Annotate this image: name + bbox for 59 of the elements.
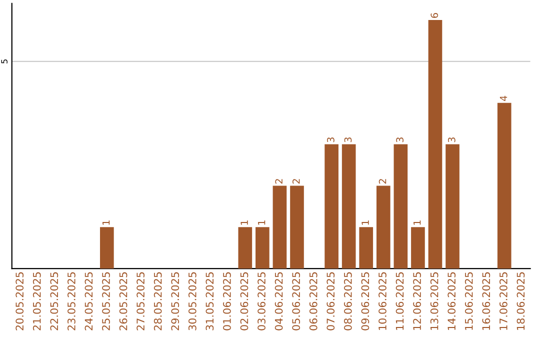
- data-label: 2: [292, 179, 300, 184]
- data-label: 6: [430, 13, 438, 18]
- data-label: 4: [500, 96, 508, 101]
- bar: [342, 144, 356, 269]
- x-tick-label: 24.05.2025: [84, 272, 93, 330]
- x-tick-label: 02.06.2025: [240, 272, 248, 330]
- data-label: 1: [240, 220, 248, 225]
- bar: [238, 227, 252, 269]
- data-label: 3: [396, 137, 404, 142]
- x-tick-label: 05.06.2025: [292, 272, 300, 330]
- x-tick-label: 27.05.2025: [136, 272, 144, 330]
- x-tick-label: 03.06.2025: [258, 272, 266, 330]
- x-tick-label: 29.05.2025: [171, 272, 180, 330]
- x-tick-label: 01.06.2025: [223, 272, 231, 330]
- x-tick-label: 10.06.2025: [378, 272, 386, 330]
- data-label: 1: [102, 220, 110, 225]
- x-tick-label: 17.06.2025: [500, 272, 508, 330]
- x-tick-label: 13.06.2025: [430, 272, 438, 330]
- bar: [446, 144, 460, 269]
- x-tick-label: 22.05.2025: [50, 272, 58, 330]
- x-tick-label: 15.06.2025: [464, 272, 473, 330]
- x-tick-label: 26.05.2025: [119, 272, 128, 330]
- data-label: 3: [344, 137, 352, 142]
- x-tick-label: 08.06.2025: [344, 272, 352, 330]
- data-label: 3: [448, 137, 456, 142]
- x-tick-label: 28.05.2025: [154, 272, 162, 330]
- bar: [324, 144, 338, 269]
- data-label: 2: [275, 179, 282, 184]
- bar: [272, 186, 287, 269]
- x-tick-label: 31.05.2025: [206, 272, 214, 330]
- bar: [359, 227, 374, 269]
- x-tick-label: 16.06.2025: [482, 272, 490, 330]
- bar: [411, 227, 425, 269]
- bar: [497, 102, 512, 269]
- x-tick-label: 12.06.2025: [413, 272, 421, 330]
- x-tick-label: 07.06.2025: [326, 272, 335, 330]
- x-tick-label: 30.05.2025: [188, 272, 196, 330]
- x-tick-label: 23.05.2025: [68, 272, 76, 330]
- y-tick-label: 5: [1, 59, 8, 64]
- x-tick-label: 09.06.2025: [361, 272, 370, 330]
- x-tick-label: 04.06.2025: [274, 272, 283, 330]
- x-tick-label: 25.05.2025: [102, 272, 110, 330]
- bar: [290, 186, 304, 269]
- x-tick-label: 20.05.2025: [16, 272, 24, 330]
- bar: [256, 227, 270, 269]
- data-label: 3: [327, 137, 334, 142]
- data-label: 1: [258, 220, 266, 225]
- bar: [394, 144, 408, 269]
- bar: [100, 227, 114, 269]
- data-label: 2: [378, 179, 386, 184]
- x-tick-label: 14.06.2025: [448, 272, 456, 330]
- data-label: 1: [362, 220, 369, 225]
- x-tick-label: 11.06.2025: [396, 272, 404, 330]
- x-tick-label: 18.06.2025: [516, 272, 525, 330]
- x-tick-label: 06.06.2025: [309, 272, 318, 330]
- x-tick-label: 21.05.2025: [32, 272, 41, 330]
- bar: [376, 186, 390, 269]
- bar: [428, 20, 442, 269]
- data-label: 1: [414, 220, 421, 225]
